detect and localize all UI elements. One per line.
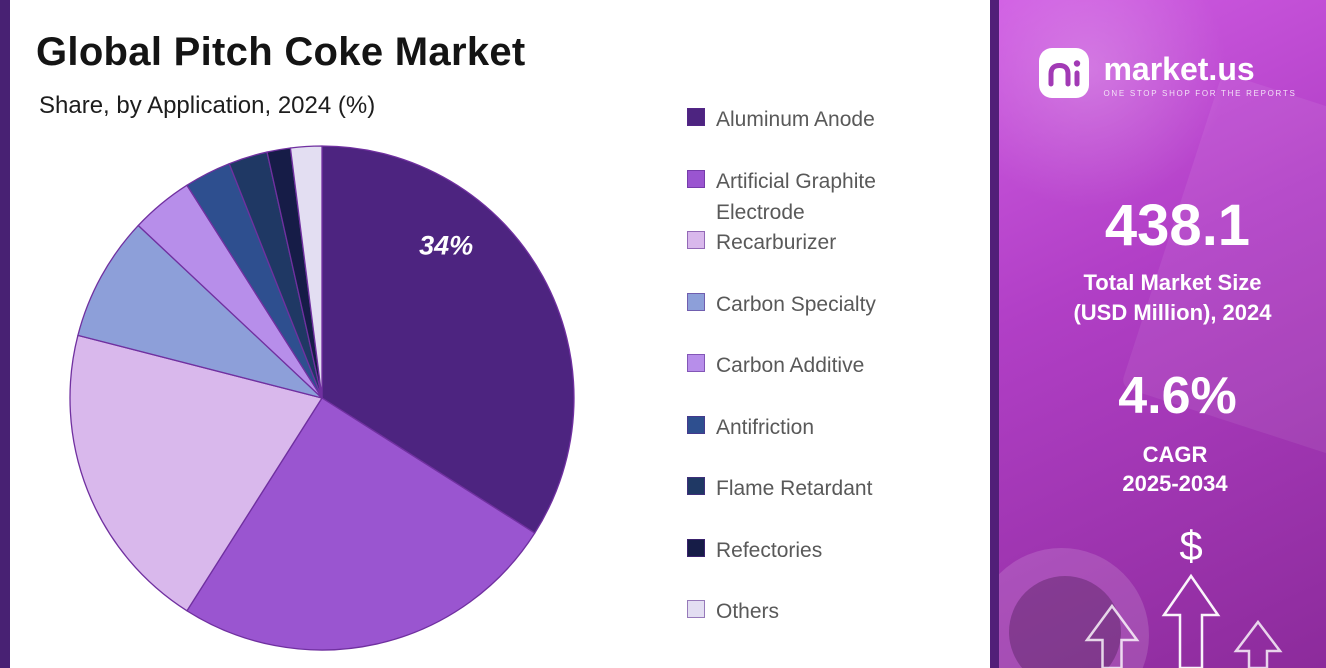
pie-slice-aluminum-anode	[321, 145, 575, 534]
legend-item-artificial-graphite-electrode: Artificial Graphite Electrode	[687, 166, 934, 228]
growth-arrows-graphic: $	[1084, 522, 1283, 668]
brand-sidebar: market.us ONE STOP SHOP FOR THE REPORTS …	[990, 0, 1326, 668]
legend-item-recarburizer: Recarburizer	[687, 227, 934, 289]
market-size-label-line1: Total Market Size	[1083, 270, 1262, 295]
up-arrow-icon	[1233, 619, 1283, 668]
legend-swatch	[687, 231, 705, 249]
legend-label: Refectories	[716, 538, 823, 562]
legend-swatch	[687, 169, 705, 188]
up-arrow-icon	[1161, 573, 1221, 668]
up-arrow-icon	[1084, 603, 1140, 668]
legend-item-flame-retardant: Flame Retardant	[687, 473, 934, 535]
legend-label: Recarburizer	[716, 231, 837, 254]
chart-title: Global Pitch Coke Market	[36, 30, 526, 74]
legend-swatch	[687, 538, 705, 557]
cagr-label-line1: CAGR	[1142, 442, 1208, 467]
legend-swatch	[687, 477, 705, 495]
legend-label: Carbon Additive	[716, 354, 865, 377]
legend-item-antifriction: Antifriction	[687, 412, 934, 474]
cagr-label-line2: 2025-2034	[1122, 471, 1228, 496]
market-size-label-line2: (USD Million), 2024	[1073, 300, 1272, 325]
legend-swatch	[687, 292, 705, 311]
marketus-logo-icon	[1037, 46, 1091, 105]
page-accent-strip	[0, 0, 10, 668]
legend-swatch	[687, 415, 705, 434]
legend-item-carbon-specialty: Carbon Specialty	[687, 289, 934, 351]
pie-data-label: 34%	[419, 231, 473, 261]
pie-slice-carbon-specialty	[77, 224, 323, 399]
legend-item-refectories: Refectories	[687, 535, 934, 597]
brand-logo: market.us ONE STOP SHOP FOR THE REPORTS	[1008, 46, 1326, 105]
legend-label: Others	[716, 600, 780, 623]
dollar-icon: $	[1179, 522, 1202, 569]
pie-slice-recarburizer	[69, 334, 323, 612]
chart-subtitle: Share, by Application, 2024 (%)	[39, 92, 376, 119]
legend-label: Artificial Graphite Electrode	[716, 169, 876, 225]
legend-item-others: Others	[687, 596, 934, 658]
cagr-label: CAGR 2025-2034	[1024, 440, 1326, 498]
pie-chart: 34%	[69, 145, 575, 651]
chart-legend: Aluminum Anode Artificial Graphite Electr…	[687, 104, 934, 658]
legend-item-aluminum-anode: Aluminum Anode	[687, 104, 934, 166]
market-size-value: 438.1	[1104, 193, 1251, 258]
legend-label: Flame Retardant	[716, 477, 873, 500]
pie-slice-others	[289, 145, 323, 399]
market-size-label: Total Market Size (USD Million), 2024	[1019, 268, 1326, 328]
brand-logo-tagline: ONE STOP SHOP FOR THE REPORTS	[1103, 89, 1297, 99]
pie-slice-artificial-graphite-electrode	[186, 397, 536, 651]
brand-logo-text: market.us	[1103, 50, 1255, 87]
cagr-value: 4.6%	[1118, 367, 1237, 425]
legend-swatch	[687, 354, 705, 372]
legend-label: Aluminum Anode	[716, 108, 875, 131]
legend-item-carbon-additive: Carbon Additive	[687, 350, 934, 412]
legend-swatch	[687, 108, 705, 126]
legend-label: Antifriction	[716, 415, 815, 439]
legend-swatch	[687, 600, 705, 618]
legend-label: Carbon Specialty	[716, 292, 876, 316]
